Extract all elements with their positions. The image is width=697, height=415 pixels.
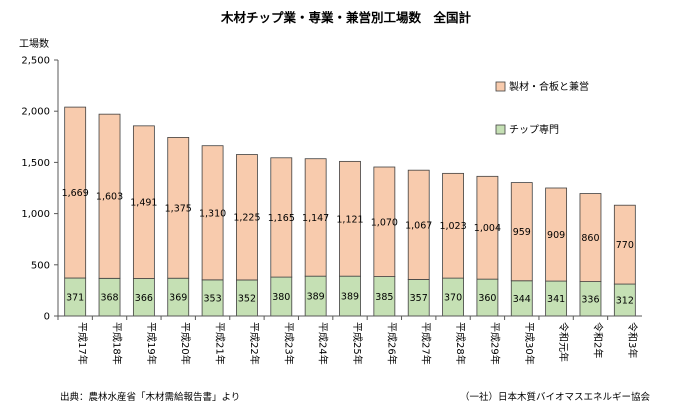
data-label-chip: 380: [272, 292, 290, 303]
bar-segment-combined: [339, 160, 361, 277]
x-tick-label: 平成28年: [454, 322, 467, 365]
data-label-chip: 357: [410, 293, 428, 304]
data-label-chip: 336: [581, 294, 599, 305]
data-label-combined: 1,121: [336, 214, 363, 225]
y-tick-label: 500: [31, 260, 50, 271]
bar-segment-combined: [579, 193, 602, 282]
x-tick-label: 平成27年: [420, 322, 433, 365]
data-label-combined: 1,375: [165, 203, 192, 214]
x-tick-label: 令和元年: [557, 322, 570, 362]
x-tick-label: 平成24年: [317, 322, 330, 365]
data-label-combined: 1,023: [439, 221, 466, 232]
data-label-combined: 1,491: [130, 198, 157, 209]
data-label-combined: 909: [547, 230, 565, 241]
data-label-combined: 1,067: [405, 220, 432, 231]
x-tick-label: 平成25年: [351, 322, 364, 365]
data-label-combined: 1,225: [233, 213, 260, 224]
data-label-chip: 353: [204, 293, 222, 304]
source-note: 出典：農林水産省「木材需給報告書」より: [60, 391, 240, 403]
data-label-chip: 371: [66, 293, 84, 304]
legend-swatch: [495, 81, 506, 92]
data-label-chip: 344: [513, 294, 531, 305]
bar-segment-combined: [236, 154, 258, 281]
x-tick-label: 平成21年: [214, 322, 227, 365]
data-label-combined: 1,004: [474, 223, 501, 234]
data-label-chip: 368: [100, 293, 118, 304]
y-axis-label: 工場数: [19, 37, 49, 50]
chart-title: 木材チップ業・専業・兼営別工場数 全国計: [220, 10, 472, 25]
data-label-combined: 1,669: [62, 188, 89, 199]
data-label-chip: 389: [307, 292, 325, 303]
data-label-chip: 389: [341, 292, 359, 303]
x-tick-label: 平成18年: [111, 322, 124, 365]
data-label-chip: 366: [135, 293, 153, 304]
bar-segment-combined: [132, 125, 155, 279]
bar-segment-combined: [510, 182, 533, 282]
x-tick-label: 令和2年: [591, 322, 604, 358]
legend-label: 製材・合板と兼営: [509, 80, 589, 93]
x-tick-label: 平成20年: [179, 322, 192, 365]
data-label-chip: 312: [616, 296, 634, 307]
bar-segment-combined: [167, 137, 190, 279]
bar-segment-combined: [64, 106, 87, 279]
bar-segment-combined: [442, 172, 464, 279]
data-label-chip: 360: [478, 293, 496, 304]
data-label-combined: 1,070: [371, 217, 398, 228]
data-label-chip: 385: [375, 292, 393, 303]
x-tick-label: 平成17年: [76, 322, 89, 365]
legend-label: チップ専門: [509, 124, 559, 136]
bar-segment-combined: [270, 157, 293, 278]
x-tick-label: 平成19年: [145, 322, 158, 365]
legend-swatch: [495, 124, 506, 135]
data-label-combined: 1,603: [96, 192, 123, 203]
bar-segment-combined: [373, 166, 396, 277]
data-label-chip: 370: [444, 293, 462, 304]
data-label-combined: 1,165: [268, 213, 295, 224]
data-label-combined: 1,310: [199, 208, 226, 219]
x-tick-label: 平成26年: [385, 322, 398, 365]
y-tick-label: 2,500: [21, 56, 50, 67]
x-tick-label: 平成30年: [523, 322, 536, 365]
y-tick-label: 0: [44, 312, 50, 323]
bar-segment-combined: [545, 187, 568, 282]
bar-segment-combined: [201, 145, 224, 281]
x-tick-label: 令和3年: [626, 322, 639, 358]
bar-segment-combined: [407, 169, 430, 280]
data-label-chip: 341: [547, 294, 565, 305]
y-tick-label: 1,500: [21, 158, 50, 169]
bar-segment-combined: [613, 204, 636, 285]
bar-segment-combined: [304, 158, 327, 277]
x-tick-label: 平成22年: [248, 322, 261, 365]
data-label-chip: 352: [238, 293, 256, 304]
bar-segment-combined: [476, 175, 499, 280]
credit-note: （一社）日本木質バイオマスエネルギー協会: [460, 391, 651, 403]
data-label-chip: 369: [169, 293, 187, 304]
y-tick-label: 1,000: [21, 209, 50, 220]
x-tick-label: 平成23年: [282, 322, 295, 365]
data-label-combined: 959: [513, 227, 531, 238]
y-tick-label: 2,000: [21, 107, 50, 118]
bar-segment-combined: [98, 113, 121, 279]
data-label-combined: 1,147: [302, 213, 329, 224]
data-label-combined: 860: [581, 233, 599, 244]
data-label-combined: 770: [616, 240, 634, 251]
x-tick-label: 平成29年: [488, 322, 501, 365]
